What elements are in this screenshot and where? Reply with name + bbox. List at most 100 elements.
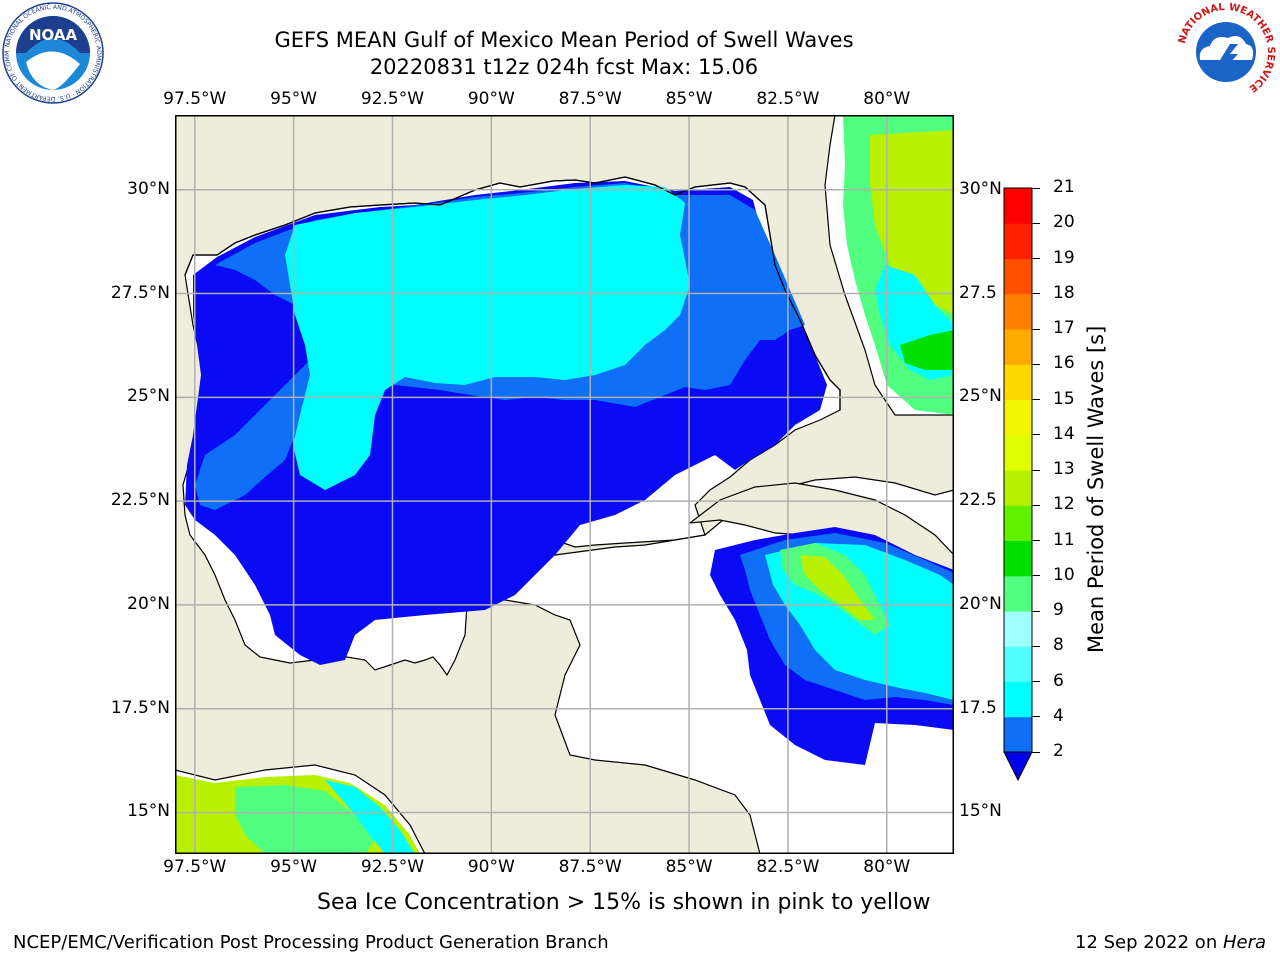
colorbar-tick-mark bbox=[1032, 469, 1040, 471]
colorbar-tick-label: 19 bbox=[1053, 247, 1075, 268]
colorbar-segment bbox=[1004, 434, 1032, 471]
colorbar-tick-mark bbox=[1032, 681, 1040, 682]
colorbar-tick-mark bbox=[1032, 187, 1040, 189]
lat-label-left: 27.5°N bbox=[110, 282, 170, 303]
colorbar-tick-label: 20 bbox=[1053, 212, 1075, 233]
colorbar-segment bbox=[1004, 505, 1032, 541]
colorbar-tick-label: 2 bbox=[1053, 741, 1064, 761]
colorbar bbox=[1000, 186, 1040, 786]
lat-label-right: 30°N bbox=[959, 178, 1002, 199]
lon-label-bottom: 92.5°W bbox=[360, 857, 425, 877]
footer-date: 12 Sep 2022 on Hera bbox=[1075, 932, 1266, 953]
lat-label-left: 25°N bbox=[127, 386, 170, 407]
colorbar-tick-label: 12 bbox=[1053, 494, 1075, 515]
lon-label-bottom: 87.5°W bbox=[558, 857, 622, 877]
footer-host: Hera bbox=[1222, 932, 1266, 953]
footer-date-text: 12 Sep 2022 on bbox=[1075, 932, 1223, 953]
colorbar-tick-label: 16 bbox=[1053, 353, 1075, 374]
lat-label-left: 20°N bbox=[127, 593, 170, 614]
colorbar-tick-label: 9 bbox=[1053, 600, 1064, 620]
swell-pacific-green bbox=[235, 785, 375, 854]
nws-logo: NATIONAL WEATHER SERVICE bbox=[1177, 2, 1276, 101]
colorbar-segment bbox=[1004, 540, 1032, 577]
lon-label-bottom: 85°W bbox=[665, 857, 713, 877]
lat-label-right: 15°N bbox=[959, 801, 1002, 822]
lon-label-bottom: 82.5°W bbox=[756, 857, 820, 877]
colorbar-tick-mark bbox=[1032, 540, 1040, 541]
colorbar-segment bbox=[1004, 716, 1032, 753]
lon-label-top: 95°W bbox=[270, 89, 318, 109]
swell-atlantic-yellow bbox=[870, 130, 954, 315]
colorbar-title: Mean Period of Swell Waves [s] bbox=[1084, 325, 1108, 653]
colorbar-segment bbox=[1004, 188, 1032, 224]
lon-label-bottom: 80°W bbox=[863, 857, 911, 877]
colorbar-tick-mark bbox=[1032, 751, 1040, 753]
colorbar-tick-mark bbox=[1032, 399, 1040, 400]
lat-label-right: 20°N bbox=[959, 593, 1002, 614]
lon-label-top: 97.5°W bbox=[163, 89, 227, 109]
colorbar-segment bbox=[1004, 575, 1032, 612]
swell-period-fill bbox=[175, 115, 954, 854]
colorbar-tick-label: 18 bbox=[1053, 282, 1075, 303]
colorbar-tick-label: 15 bbox=[1053, 388, 1075, 409]
colorbar-segment bbox=[1004, 258, 1032, 295]
colorbar-segment bbox=[1004, 611, 1032, 647]
colorbar-tick-mark bbox=[1032, 293, 1040, 295]
swell-florida-green bbox=[900, 330, 954, 370]
lon-label-bottom: 95°W bbox=[270, 857, 318, 877]
sea-ice-caption: Sea Ice Concentration > 15% is shown in … bbox=[317, 890, 931, 915]
colorbar-tick-label: 21 bbox=[1053, 177, 1075, 197]
chart-title: GEFS MEAN Gulf of Mexico Mean Period of … bbox=[274, 28, 854, 52]
lon-label-top: 90°W bbox=[467, 89, 515, 109]
colorbar-tick-label: 6 bbox=[1053, 670, 1064, 691]
colorbar-tick-mark bbox=[1032, 610, 1040, 612]
colorbar-tick-mark bbox=[1032, 504, 1040, 506]
noaa-logo-text: NOAA bbox=[29, 26, 78, 44]
colorbar-tick-mark bbox=[1032, 222, 1040, 224]
colorbar-tick-mark bbox=[1032, 258, 1040, 259]
map-area bbox=[174, 114, 955, 855]
colorbar-segment bbox=[1004, 646, 1032, 682]
lon-label-bottom: 97.5°W bbox=[163, 857, 227, 877]
colorbar-segment bbox=[1004, 223, 1032, 259]
map-plot bbox=[174, 114, 955, 855]
colorbar-tick-mark bbox=[1032, 328, 1040, 330]
gridlines bbox=[175, 115, 954, 854]
colorbar-under-extension bbox=[1003, 751, 1033, 782]
lat-label-right: 25°N bbox=[959, 386, 1002, 407]
colorbar-tick-mark bbox=[1032, 575, 1040, 577]
chart-subtitle: 20220831 t12z 024h fcst Max: 15.06 bbox=[369, 55, 759, 79]
colorbar-tick-label: 8 bbox=[1053, 635, 1064, 656]
colorbar-segment bbox=[1004, 681, 1032, 718]
lon-label-bottom: 90°W bbox=[467, 857, 515, 877]
colorbar-segment bbox=[1004, 470, 1032, 506]
coastline bbox=[184, 176, 841, 410]
colorbar-graphic bbox=[1003, 187, 1033, 782]
lat-label-left: 17.5°N bbox=[110, 697, 170, 718]
colorbar-segment bbox=[1004, 293, 1032, 330]
colorbar-tick-label: 4 bbox=[1053, 705, 1064, 726]
lat-label-right: 27.5 bbox=[959, 282, 997, 303]
lat-label-left: 15°N bbox=[127, 801, 170, 822]
lat-label-right: 17.5 bbox=[959, 697, 997, 718]
colorbar-tick-label: 17 bbox=[1053, 318, 1075, 338]
colorbar-tick-mark bbox=[1032, 645, 1040, 647]
lat-label-right: 22.5 bbox=[959, 490, 997, 511]
colorbar-tick-mark bbox=[1032, 716, 1040, 718]
colorbar-tick-mark bbox=[1032, 363, 1040, 365]
lat-label-left: 30°N bbox=[127, 178, 170, 199]
lon-label-top: 85°W bbox=[665, 89, 713, 109]
lon-label-top: 82.5°W bbox=[756, 89, 820, 109]
lon-label-top: 80°W bbox=[863, 89, 911, 109]
map-frame bbox=[175, 115, 954, 854]
colorbar-segment bbox=[1004, 364, 1032, 400]
colorbar-tick-label: 10 bbox=[1053, 564, 1075, 585]
swell-band-6-8 bbox=[285, 185, 690, 490]
lat-label-left: 22.5°N bbox=[110, 490, 170, 511]
colorbar-tick-label: 13 bbox=[1053, 459, 1075, 479]
colorbar-tick-mark bbox=[1032, 434, 1040, 436]
colorbar-tick-label: 14 bbox=[1053, 423, 1075, 444]
colorbar-segment bbox=[1004, 399, 1032, 436]
noaa-logo: NATIONAL OCEANIC AND ATMOSPHERIC ADMINIS… bbox=[2, 2, 104, 104]
lon-label-top: 87.5°W bbox=[558, 89, 622, 109]
